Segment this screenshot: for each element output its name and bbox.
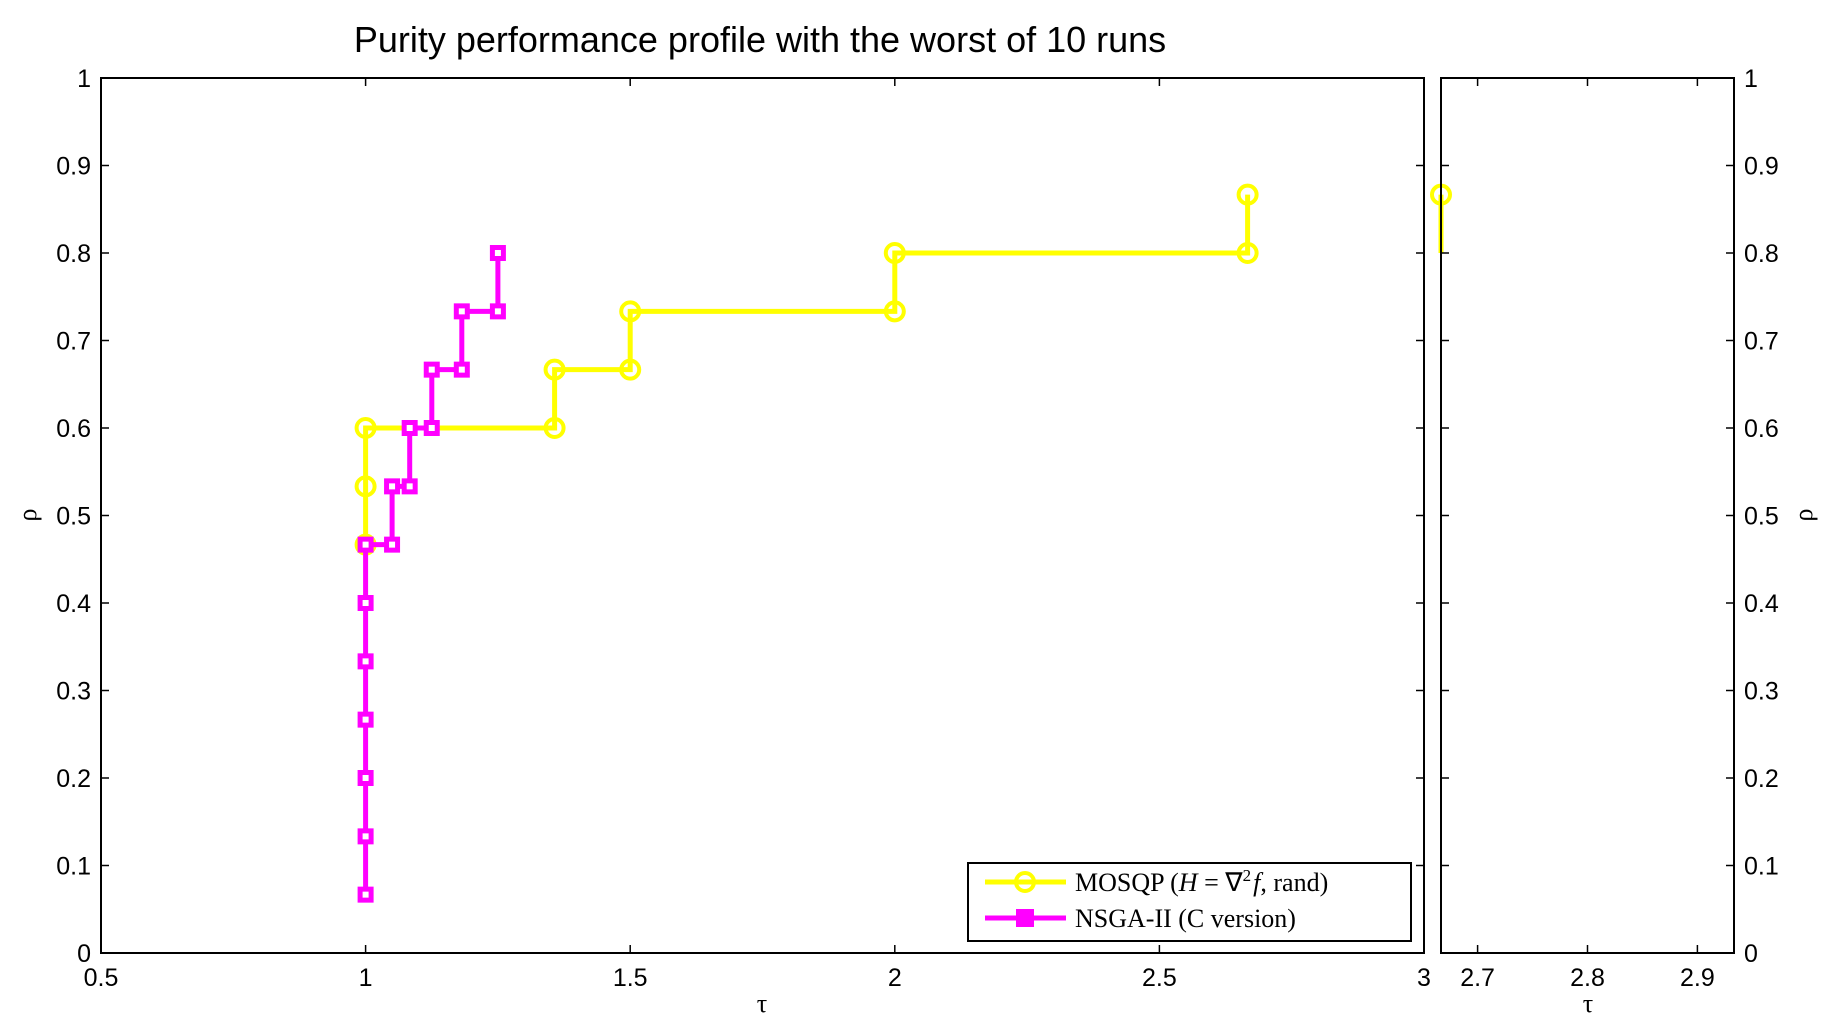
tail-ticks: 2.7 2.8 2.9 0 0.1 0.2 0.3 0.4 0.5 0.6 0.7 0.8 0.9 1	[1441, 65, 1779, 992]
main-x-tick-label: 1.5	[613, 964, 648, 992]
tail-y-tick-label: 0.1	[1744, 853, 1779, 881]
data-point-square-center	[389, 483, 396, 490]
main-y-tick-label: 0.9	[56, 153, 91, 181]
tail-x-tick-label: 2.7	[1460, 964, 1495, 992]
tail-y-tick-label: 0.6	[1744, 415, 1779, 443]
main-x-tick-label: 3	[1417, 964, 1431, 992]
data-point-square-center	[362, 833, 369, 840]
data-point-circle	[883, 242, 906, 264]
tail-axes-box	[1440, 77, 1735, 954]
legend-label-mosqp-op: = ∇	[1198, 868, 1244, 897]
data-point-square-center	[362, 775, 369, 781]
data-point-square-center	[458, 308, 465, 315]
main-x-tick-label: 1	[359, 964, 373, 992]
data-point-square-center	[362, 891, 369, 898]
main-x-tick-label: 2	[888, 964, 902, 992]
main-y-tick-label: 0.7	[56, 328, 91, 356]
series-line-1	[363, 253, 501, 895]
main-x-tick-label: 2.5	[1142, 964, 1177, 992]
tail-y-tick-label: 0.7	[1744, 328, 1779, 356]
data-point-square-center	[458, 366, 465, 373]
legend-label-nsga: NSGA-II (C version)	[1075, 904, 1296, 933]
legend-label-mosqp: MOSQP (H = ∇2f, rand)	[1075, 866, 1328, 897]
tail-y-axis-label: ρ	[1789, 509, 1818, 522]
main-y-tick-label: 0.1	[56, 853, 91, 881]
data-point-square-center	[389, 541, 396, 548]
main-x-tick-label: 0.5	[84, 964, 119, 992]
data-point-circle	[354, 417, 377, 439]
data-point-square-center	[428, 425, 435, 431]
tail-y-tick-label: 0.3	[1744, 678, 1779, 706]
chart-title: Purity performance profile with the wors…	[354, 19, 1166, 60]
data-point-square-center	[406, 483, 413, 490]
data-point-circle	[619, 358, 642, 381]
main-y-tick-label: 0.4	[56, 590, 91, 618]
data-point-circle	[1236, 242, 1259, 264]
main-series-layer	[354, 183, 1259, 903]
series-line-0	[363, 194, 1251, 545]
legend: MOSQP (H = ∇2f, rand) NSGA-II (C version…	[967, 862, 1412, 942]
legend-label-mosqp-var: H	[1178, 868, 1199, 897]
main-y-tick-label: 0.3	[56, 678, 91, 706]
main-y-tick-label: 1	[77, 65, 91, 93]
tail-panel: 2.7 2.8 2.9 0 0.1 0.2 0.3 0.4 0.5 0.6 0.7 0.8 0.9 1 τ…	[1430, 65, 1818, 1018]
legend-box	[967, 862, 1412, 942]
main-ticks: 0.5 1 1.5 2 2.5 3 0 0.1 0.2 0.3 0.4 0.5 0.6 0.7 0.8 0.9…	[56, 65, 1431, 992]
main-y-tick-label: 0.8	[56, 240, 91, 268]
main-y-tick-label: 0.6	[56, 415, 91, 443]
data-point-circle	[543, 358, 566, 381]
tail-y-tick-label: 1	[1744, 65, 1758, 93]
data-point-circle	[354, 475, 377, 498]
data-point-square-center	[494, 250, 501, 256]
tail-y-tick-label: 0.5	[1744, 503, 1779, 531]
legend-label-mosqp-f: f	[1253, 868, 1264, 897]
data-point-square-center	[362, 600, 369, 606]
main-x-axis-label: τ	[757, 989, 767, 1018]
legend-marker-nsga	[1016, 909, 1034, 927]
main-y-tick-label: 0	[77, 940, 91, 968]
main-panel: 0.5 1 1.5 2 2.5 3 0 0.1 0.2 0.3 0.4 0.5 0.6 0.7 0.8 0.9…	[13, 65, 1431, 1018]
legend-label-mosqp-end: , rand)	[1260, 868, 1328, 897]
data-point-circle	[543, 417, 566, 439]
legend-label-mosqp-sup: 2	[1243, 866, 1252, 885]
data-point-square-center	[428, 366, 435, 373]
tail-y-tick-label: 0.9	[1744, 153, 1779, 181]
main-axes-box	[100, 77, 1425, 954]
legend-marker-mosqp	[1014, 871, 1036, 893]
main-y-tick-label: 0.5	[56, 503, 91, 531]
main-y-tick-label: 0.2	[56, 765, 91, 793]
data-point-square-center	[362, 541, 369, 548]
legend-label-mosqp-main: MOSQP (	[1075, 868, 1179, 897]
tail-y-tick-label: 0	[1744, 940, 1758, 968]
data-point-square-center	[362, 716, 369, 723]
main-y-axis-label: ρ	[13, 509, 42, 522]
tail-x-tick-label: 2.8	[1570, 964, 1605, 992]
data-point-circle	[619, 300, 642, 323]
data-point-circle	[883, 300, 906, 323]
tail-y-tick-label: 0.2	[1744, 765, 1779, 793]
tail-y-tick-label: 0.8	[1744, 240, 1779, 268]
tail-x-tick-label: 2.9	[1680, 964, 1715, 992]
data-point-square-center	[406, 425, 413, 431]
tail-x-axis-label: τ	[1583, 989, 1593, 1018]
data-point-square-center	[494, 308, 501, 315]
tail-y-tick-label: 0.4	[1744, 590, 1779, 618]
data-point-circle	[1236, 183, 1259, 206]
data-point-square-center	[362, 658, 369, 665]
